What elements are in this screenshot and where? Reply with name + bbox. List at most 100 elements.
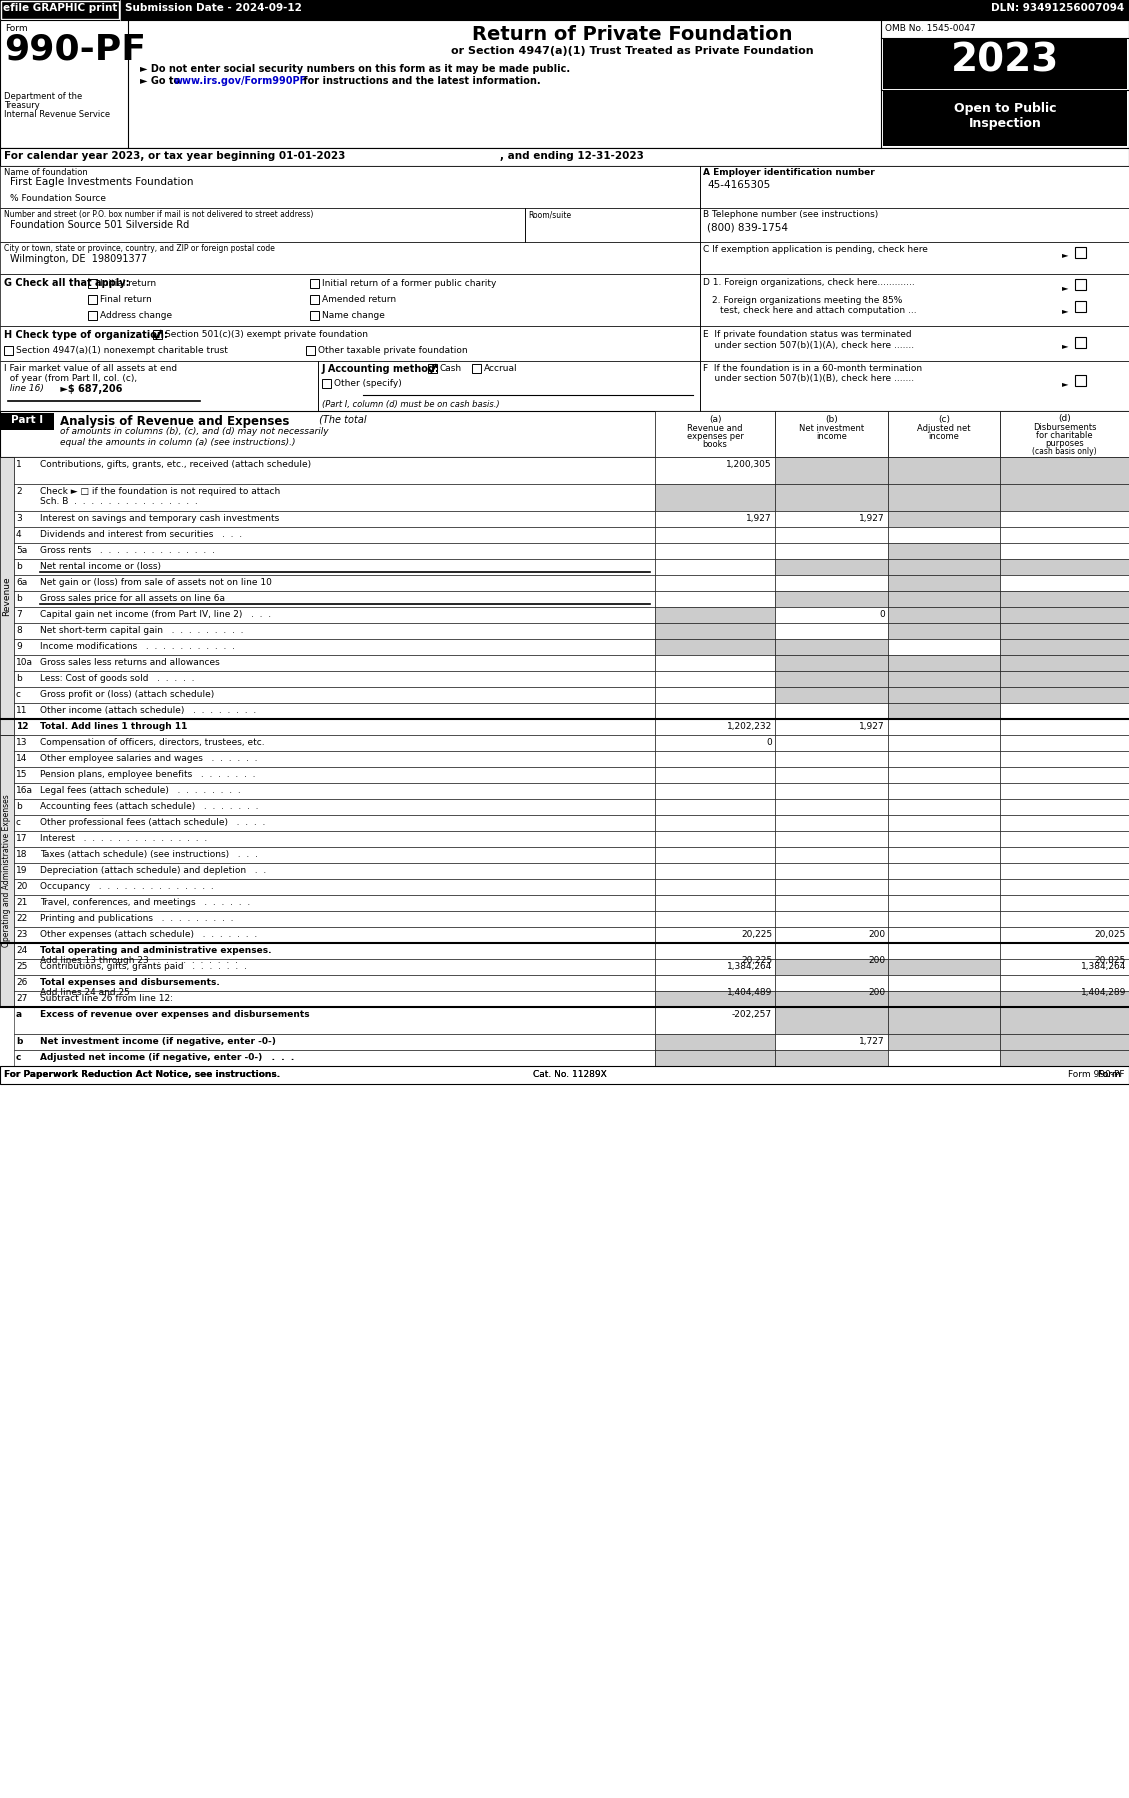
Bar: [889, 958, 1000, 975]
Bar: [1075, 246, 1086, 257]
Bar: [0, 325, 700, 361]
Text: expenses per: expenses per: [686, 432, 743, 441]
Bar: [655, 814, 774, 831]
Text: Travel, conferences, and meetings   .  .  .  .  .  .: Travel, conferences, and meetings . . . …: [40, 897, 251, 906]
Bar: [655, 592, 774, 608]
Text: 45-4165305: 45-4165305: [707, 180, 770, 191]
Bar: [1000, 687, 1129, 703]
Bar: [1000, 975, 1129, 991]
Bar: [655, 412, 774, 457]
Bar: [774, 863, 889, 879]
Text: A Employer identification number: A Employer identification number: [703, 167, 875, 176]
Text: Other (specify): Other (specify): [334, 379, 402, 388]
Bar: [0, 1066, 1129, 1084]
Bar: [655, 895, 774, 912]
Text: 9: 9: [16, 642, 21, 651]
Bar: [774, 1034, 889, 1050]
Bar: [889, 559, 1000, 575]
Text: purposes: purposes: [1045, 439, 1084, 448]
Bar: [14, 752, 655, 768]
Text: Form: Form: [1099, 1070, 1124, 1079]
Bar: [14, 895, 655, 912]
Bar: [1000, 592, 1129, 608]
Bar: [889, 527, 1000, 543]
Bar: [700, 273, 1129, 325]
Text: Other expenses (attach schedule)   .  .  .  .  .  .  .: Other expenses (attach schedule) . . . .…: [40, 930, 257, 939]
Text: ►: ►: [1062, 306, 1068, 315]
Bar: [14, 511, 655, 527]
Text: 10a: 10a: [16, 658, 33, 667]
Bar: [14, 798, 655, 814]
Text: Wilmington, DE  198091377: Wilmington, DE 198091377: [10, 254, 147, 264]
Text: Revenue and: Revenue and: [688, 424, 743, 433]
Bar: [14, 831, 655, 847]
Bar: [889, 895, 1000, 912]
Bar: [889, 1050, 1000, 1066]
Bar: [525, 209, 700, 243]
Bar: [889, 798, 1000, 814]
Text: F  If the foundation is in a 60-month termination: F If the foundation is in a 60-month ter…: [703, 363, 922, 372]
Bar: [1000, 575, 1129, 592]
Text: Analysis of Revenue and Expenses: Analysis of Revenue and Expenses: [60, 415, 289, 428]
Bar: [655, 768, 774, 782]
Bar: [889, 671, 1000, 687]
Text: Contributions, gifts, grants paid   .  .  .  .  .  .  .: Contributions, gifts, grants paid . . . …: [40, 962, 247, 971]
Text: 12: 12: [16, 723, 28, 732]
Text: 14: 14: [16, 753, 27, 762]
Bar: [774, 719, 889, 735]
Bar: [14, 879, 655, 895]
Text: Gross sales less returns and allowances: Gross sales less returns and allowances: [40, 658, 220, 667]
Bar: [774, 608, 889, 622]
Text: 22: 22: [16, 913, 27, 922]
Text: b: b: [16, 1037, 23, 1046]
Text: 1,404,289: 1,404,289: [1080, 987, 1126, 998]
Text: City or town, state or province, country, and ZIP or foreign postal code: City or town, state or province, country…: [5, 245, 274, 254]
Bar: [14, 543, 655, 559]
Text: Taxes (attach schedule) (see instructions)   .  .  .: Taxes (attach schedule) (see instruction…: [40, 850, 257, 859]
Bar: [1075, 300, 1086, 313]
Bar: [889, 879, 1000, 895]
Bar: [1000, 543, 1129, 559]
Bar: [0, 209, 525, 243]
Text: Total. Add lines 1 through 11: Total. Add lines 1 through 11: [40, 723, 187, 732]
Bar: [655, 575, 774, 592]
Bar: [655, 638, 774, 654]
Bar: [88, 311, 97, 320]
Text: Submission Date - 2024-09-12: Submission Date - 2024-09-12: [125, 4, 301, 13]
Bar: [655, 912, 774, 928]
Text: 16a: 16a: [16, 786, 33, 795]
Text: 6a: 6a: [16, 577, 27, 586]
Bar: [1000, 412, 1129, 457]
Text: ►$ 687,206: ►$ 687,206: [56, 385, 122, 394]
Text: Add lines 24 and 25: Add lines 24 and 25: [40, 987, 130, 998]
Text: 200: 200: [868, 957, 885, 966]
Bar: [0, 735, 14, 1007]
Bar: [1000, 638, 1129, 654]
Bar: [14, 638, 655, 654]
Text: 2: 2: [16, 487, 21, 496]
Bar: [774, 575, 889, 592]
Text: Return of Private Foundation: Return of Private Foundation: [472, 25, 793, 43]
Bar: [655, 687, 774, 703]
Bar: [1000, 1034, 1129, 1050]
Text: Gross rents   .  .  .  .  .  .  .  .  .  .  .  .  .  .: Gross rents . . . . . . . . . . . . . .: [40, 547, 215, 556]
Text: D 1. Foreign organizations, check here.............: D 1. Foreign organizations, check here..…: [703, 279, 914, 288]
Bar: [655, 847, 774, 863]
Bar: [700, 165, 1129, 209]
Text: c: c: [16, 1054, 21, 1063]
Bar: [14, 484, 655, 511]
Bar: [774, 638, 889, 654]
Text: Adjusted net income (if negative, enter -0-)   .  .  .: Adjusted net income (if negative, enter …: [40, 1054, 295, 1063]
Text: 18: 18: [16, 850, 27, 859]
Bar: [774, 814, 889, 831]
Text: Contributions, gifts, grants, etc., received (attach schedule): Contributions, gifts, grants, etc., rece…: [40, 460, 312, 469]
Bar: [1000, 879, 1129, 895]
Text: Treasury: Treasury: [5, 101, 40, 110]
Bar: [322, 379, 331, 388]
Bar: [0, 20, 1129, 147]
Text: 200: 200: [868, 987, 885, 998]
Bar: [1075, 336, 1086, 349]
Bar: [889, 457, 1000, 484]
Bar: [655, 622, 774, 638]
Text: First Eagle Investments Foundation: First Eagle Investments Foundation: [10, 176, 193, 187]
